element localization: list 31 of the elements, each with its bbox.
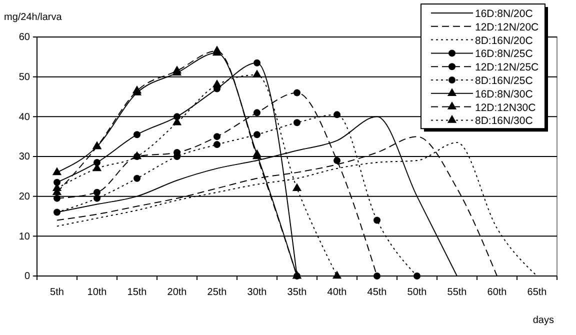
x-tick-label: 15th	[127, 287, 147, 298]
x-tick-label: 50th	[407, 287, 427, 298]
y-tick-label: 60	[18, 32, 30, 44]
y-tick-label: 10	[18, 231, 30, 242]
x-axis-title: days	[532, 315, 554, 326]
y-axis-title: mg/24h/larva	[4, 12, 62, 23]
legend-label: 16D:8N/25C	[475, 48, 534, 60]
x-tick-label: 40th	[327, 287, 347, 298]
x-tick-label: 55th	[447, 287, 467, 298]
legend-label: 8D:16N/20C	[475, 34, 534, 47]
x-tick-label: 20th	[167, 287, 187, 298]
legend-label: 12D:12N/20C	[475, 21, 540, 34]
x-tick-label: 5th	[50, 287, 64, 298]
legend-label: 8D:16N/30C	[475, 115, 534, 128]
y-tick-label: 50	[18, 72, 30, 84]
x-tick-label: 30th	[247, 287, 267, 298]
x-tick-label: 45th	[367, 287, 387, 298]
legend-label: 8D:16N/25C	[475, 75, 534, 87]
y-tick-label: 0	[24, 271, 30, 282]
legend-label: 12D:12N30C	[475, 102, 536, 114]
legend-label: 16D:8N/20C	[475, 8, 534, 20]
legend-label: 12D:12N/25C	[475, 62, 540, 74]
x-tick-label: 65th	[527, 287, 547, 298]
y-tick-label: 20	[18, 192, 30, 203]
y-tick-label: 30	[18, 152, 30, 163]
x-tick-label: 25th	[207, 287, 227, 298]
x-tick-label: 10th	[87, 287, 107, 298]
x-tick-label: 60th	[487, 287, 507, 298]
legend-label: 16D:8N/30C	[475, 88, 534, 100]
y-tick-label: 40	[18, 112, 30, 123]
x-tick-label: 35th	[287, 287, 307, 298]
